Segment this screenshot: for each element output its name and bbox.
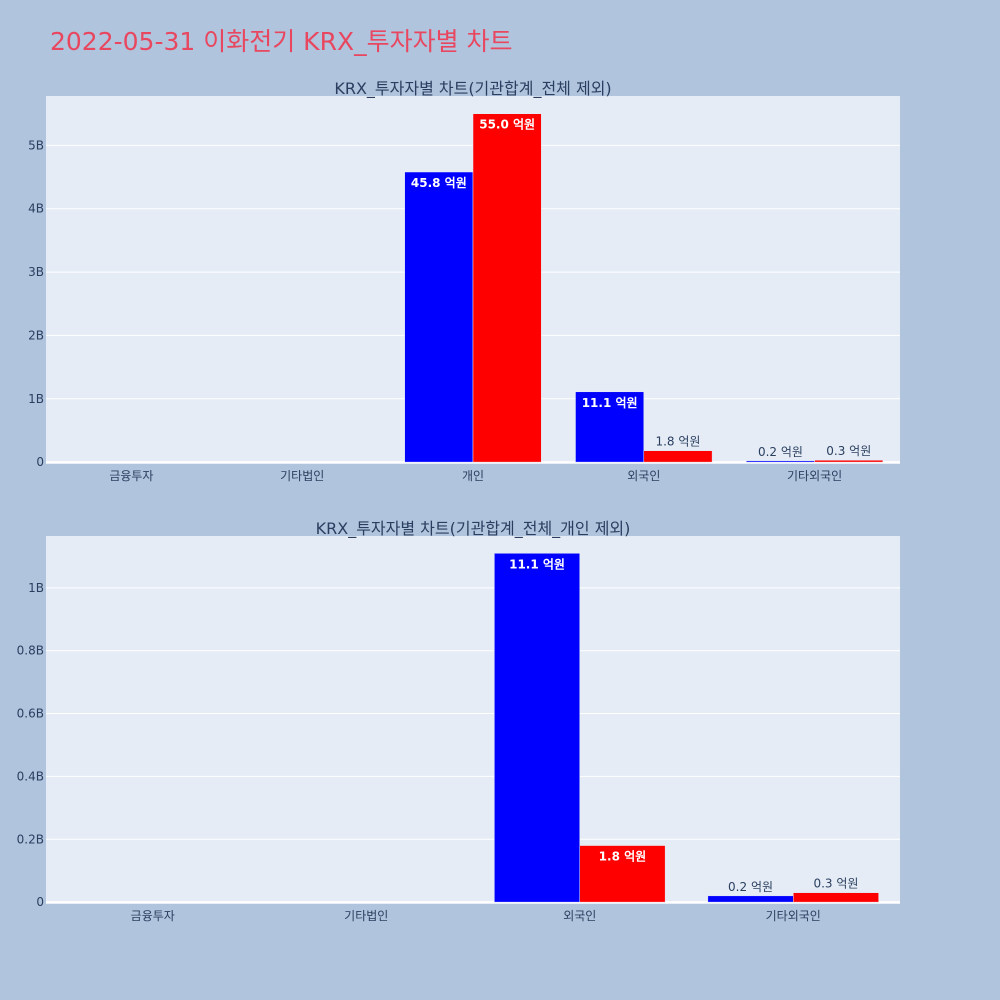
- bar: [579, 845, 666, 903]
- x-tick-label: 외국인: [627, 469, 660, 483]
- bar-value-label: 0.2 억원: [728, 880, 773, 894]
- bar-value-label: 45.8 억원: [411, 176, 467, 190]
- bar-value-label: 11.1 억원: [509, 557, 565, 571]
- bar: [746, 460, 815, 463]
- bar-value-label: 0.3 억원: [813, 877, 858, 891]
- y-tick-label: 3B: [28, 265, 44, 279]
- x-tick-label: 외국인: [563, 909, 596, 923]
- bar: [575, 391, 645, 463]
- page-title: 2022-05-31 이화전기 KRX_투자자별 차트: [50, 27, 513, 56]
- x-tick-label: 금융투자: [109, 469, 153, 483]
- bar-value-label: 1.8 억원: [599, 850, 647, 864]
- y-tick-label: 1B: [28, 581, 44, 595]
- bar: [643, 450, 713, 463]
- y-tick-label: 5B: [28, 138, 44, 152]
- bar: [793, 892, 879, 903]
- chart-subtitle: KRX_투자자별 차트(기관합계_전체 제외): [334, 79, 611, 99]
- y-tick-label: 0: [36, 455, 44, 469]
- x-tick-label: 기타법인: [344, 909, 388, 923]
- bar: [814, 459, 884, 463]
- investor-chart-2: 0 0.2B 0.4B 0.6B 0.8B 1B KRX_투자자별 차트(기관합계_전체_개…: [17, 519, 900, 923]
- x-tick-label: 개인: [462, 469, 484, 483]
- y-tick-label: 0.6B: [17, 707, 44, 721]
- bar: [707, 895, 794, 903]
- x-tick-label: 기타외국인: [766, 909, 821, 923]
- bar-value-label: 0.2 억원: [758, 445, 803, 459]
- bar: [472, 113, 542, 463]
- y-tick-label: 0.8B: [17, 644, 44, 658]
- bar: [494, 553, 581, 903]
- x-tick-label: 기타법인: [280, 469, 324, 483]
- bar-value-label: 11.1 억원: [582, 396, 638, 410]
- y-tick-label: 2B: [28, 328, 44, 342]
- y-tick-label: 0: [36, 895, 44, 909]
- bar-value-label: 1.8 억원: [655, 435, 700, 449]
- y-tick-label: 0.4B: [17, 769, 44, 783]
- chart-subtitle: KRX_투자자별 차트(기관합계_전체_개인 제외): [316, 519, 631, 539]
- y-tick-label: 4B: [28, 202, 44, 216]
- bar-value-label: 55.0 억원: [479, 118, 535, 132]
- bar-value-label: 0.3 억원: [826, 444, 871, 458]
- x-tick-label: 금융투자: [131, 909, 175, 923]
- x-tick-label: 기타외국인: [787, 469, 842, 483]
- bar: [404, 171, 474, 463]
- y-tick-label: 1B: [28, 392, 44, 406]
- y-tick-label: 0.2B: [17, 832, 44, 846]
- plot-area: [46, 536, 900, 904]
- investor-chart-1: 0 1B 2B 3B 4B 5B KRX_투자자별 차트(기관합계_전체 제외) 금융투자 기타…: [28, 79, 900, 483]
